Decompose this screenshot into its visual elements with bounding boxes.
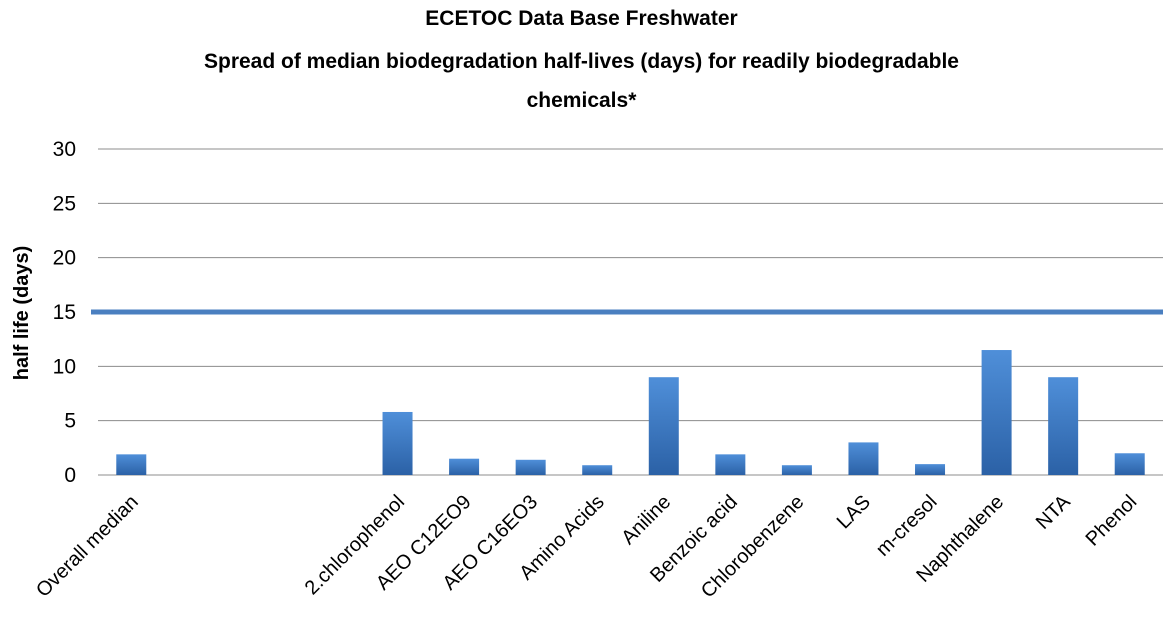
bar-aeo-c12eo9	[449, 458, 480, 475]
x-tick-label-m-cresol: m-cresol	[872, 491, 942, 561]
y-tick-label-20: 20	[53, 247, 76, 270]
bar-nta	[1048, 377, 1079, 475]
bar-aniline	[648, 377, 679, 475]
bar-las	[848, 442, 879, 475]
chart-subtitle-line-2: chemicals*	[526, 89, 637, 112]
x-tick-label-nta: NTA	[1032, 491, 1075, 534]
x-tick-label-las: LAS	[833, 491, 875, 533]
bar-naphthalene	[981, 350, 1012, 475]
y-tick-label-0: 0	[64, 464, 76, 487]
y-tick-label-10: 10	[53, 355, 76, 378]
bar-chlorobenzene	[781, 465, 812, 475]
y-axis-label: half life (days)	[11, 246, 33, 380]
bar-overall-median	[116, 454, 147, 475]
bar-aeo-c16eo3	[515, 459, 546, 475]
x-tick-label-overall-median: Overall median	[32, 491, 143, 602]
bar-2-chlorophenol	[382, 411, 413, 475]
x-tick-label-aniline: Aniline	[617, 491, 675, 549]
chart-title: ECETOC Data Base Freshwater	[425, 7, 738, 30]
y-tick-label-30: 30	[53, 138, 76, 161]
y-tick-label-25: 25	[53, 192, 76, 215]
y-tick-label-5: 5	[64, 410, 76, 433]
bar-phenol	[1114, 453, 1145, 475]
x-tick-label-phenol: Phenol	[1082, 491, 1142, 551]
bar-benzoic-acid	[715, 454, 746, 475]
bar-m-cresol	[915, 464, 946, 475]
bar-amino-acids	[582, 465, 613, 475]
y-tick-label-15: 15	[53, 301, 76, 324]
chart-subtitle-line-1: Spread of median biodegradation half-liv…	[204, 50, 959, 73]
